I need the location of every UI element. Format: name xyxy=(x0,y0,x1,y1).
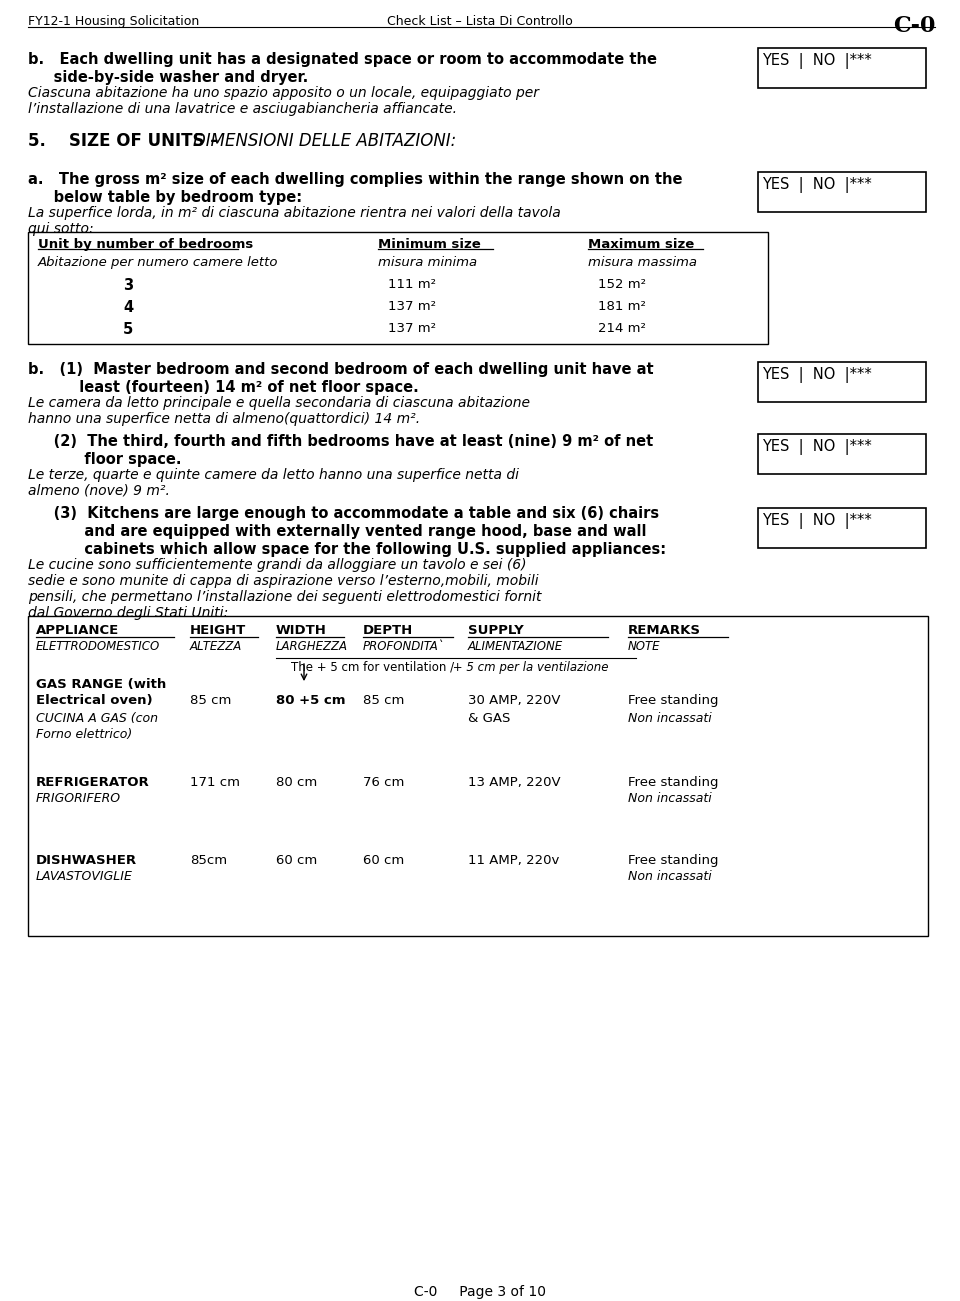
Text: YES  |  NO  |***: YES | NO |*** xyxy=(762,367,872,382)
Text: 85 cm: 85 cm xyxy=(190,693,231,706)
Text: 5.    SIZE OF UNITS –: 5. SIZE OF UNITS – xyxy=(28,131,225,150)
Text: HEIGHT: HEIGHT xyxy=(190,624,247,637)
Text: 80 +5 cm: 80 +5 cm xyxy=(276,693,346,706)
Text: Non incassati: Non incassati xyxy=(628,712,711,725)
Bar xyxy=(28,232,768,343)
Text: qui sotto:: qui sotto: xyxy=(28,222,94,235)
Text: FRIGORIFERO: FRIGORIFERO xyxy=(36,792,121,805)
Text: FY12-1 Housing Solicitation: FY12-1 Housing Solicitation xyxy=(28,16,200,29)
Text: misura minima: misura minima xyxy=(378,256,477,269)
Text: Le terze, quarte e quinte camere da letto hanno una superfice netta di: Le terze, quarte e quinte camere da lett… xyxy=(28,468,519,481)
Text: YES  |  NO  |***: YES | NO |*** xyxy=(762,438,872,455)
Text: The + 5 cm for ventilation /: The + 5 cm for ventilation / xyxy=(291,661,454,674)
Text: Check List – Lista Di Controllo: Check List – Lista Di Controllo xyxy=(387,16,573,29)
Text: 60 cm: 60 cm xyxy=(363,853,404,866)
Text: + 5 cm per la ventilazione: + 5 cm per la ventilazione xyxy=(449,661,609,674)
Bar xyxy=(758,507,926,548)
Text: YES  |  NO  |***: YES | NO |*** xyxy=(762,177,872,193)
Text: REFRIGERATOR: REFRIGERATOR xyxy=(36,775,150,788)
Text: Electrical oven): Electrical oven) xyxy=(36,693,153,706)
Text: Non incassati: Non incassati xyxy=(628,870,711,883)
Text: 30 AMP, 220V: 30 AMP, 220V xyxy=(468,693,561,706)
Text: 85 cm: 85 cm xyxy=(363,693,404,706)
Text: PROFONDITA`: PROFONDITA` xyxy=(363,640,444,653)
Text: 13 AMP, 220V: 13 AMP, 220V xyxy=(468,775,561,788)
Text: 85cm: 85cm xyxy=(190,853,228,866)
Text: 5: 5 xyxy=(123,323,133,337)
Text: 11 AMP, 220v: 11 AMP, 220v xyxy=(468,853,560,866)
Text: Unit by number of bedrooms: Unit by number of bedrooms xyxy=(38,238,253,251)
Text: & GAS: & GAS xyxy=(468,712,511,725)
Text: Free standing: Free standing xyxy=(628,693,718,706)
Text: 76 cm: 76 cm xyxy=(363,775,404,788)
Text: ELETTRODOMESTICO: ELETTRODOMESTICO xyxy=(36,640,160,653)
Text: DIMENSIONI DELLE ABITAZIONI:: DIMENSIONI DELLE ABITAZIONI: xyxy=(193,131,456,150)
Text: 152 m²: 152 m² xyxy=(598,278,646,291)
Text: Non incassati: Non incassati xyxy=(628,792,711,805)
Text: Minimum size: Minimum size xyxy=(378,238,481,251)
Text: and are equipped with externally vented range hood, base and wall: and are equipped with externally vented … xyxy=(28,524,646,539)
Text: DISHWASHER: DISHWASHER xyxy=(36,853,137,866)
Text: Abitazione per numero camere letto: Abitazione per numero camere letto xyxy=(38,256,278,269)
Bar xyxy=(758,362,926,402)
Text: Ciascuna abitazione ha uno spazio apposito o un locale, equipaggiato per: Ciascuna abitazione ha uno spazio apposi… xyxy=(28,86,539,100)
Text: a.   The gross m² size of each dwelling complies within the range shown on the: a. The gross m² size of each dwelling co… xyxy=(28,172,683,187)
Text: 181 m²: 181 m² xyxy=(598,301,646,314)
Text: DEPTH: DEPTH xyxy=(363,624,413,637)
Text: (3)  Kitchens are large enough to accommodate a table and six (6) chairs: (3) Kitchens are large enough to accommo… xyxy=(28,506,660,520)
Text: Forno elettrico): Forno elettrico) xyxy=(36,729,132,742)
Text: Le cucine sono sufficientemente grandi da alloggiare un tavolo e sei (6): Le cucine sono sufficientemente grandi d… xyxy=(28,558,526,572)
Text: misura massima: misura massima xyxy=(588,256,697,269)
Text: cabinets which allow space for the following U.S. supplied appliances:: cabinets which allow space for the follo… xyxy=(28,543,666,557)
Text: side-by-side washer and dryer.: side-by-side washer and dryer. xyxy=(28,70,308,85)
Text: Maximum size: Maximum size xyxy=(588,238,694,251)
Text: floor space.: floor space. xyxy=(28,451,181,467)
Text: dal Governo degli Stati Uniti:: dal Governo degli Stati Uniti: xyxy=(28,606,228,621)
Text: ALIMENTAZIONE: ALIMENTAZIONE xyxy=(468,640,564,653)
Text: YES  |  NO  |***: YES | NO |*** xyxy=(762,53,872,69)
Text: pensili, che permettano l’installazione dei seguenti elettrodomestici fornit: pensili, che permettano l’installazione … xyxy=(28,589,541,604)
Bar xyxy=(758,172,926,212)
Text: LAVASTOVIGLIE: LAVASTOVIGLIE xyxy=(36,870,132,883)
Text: LARGHEZZA: LARGHEZZA xyxy=(276,640,348,653)
Bar xyxy=(758,435,926,474)
Text: YES  |  NO  |***: YES | NO |*** xyxy=(762,513,872,530)
Text: almeno (nove) 9 m².: almeno (nove) 9 m². xyxy=(28,484,170,498)
Text: NOTE: NOTE xyxy=(628,640,660,653)
Text: ALTEZZA: ALTEZZA xyxy=(190,640,242,653)
Bar xyxy=(28,615,928,935)
Text: 4: 4 xyxy=(123,301,133,315)
Text: hanno una superfice netta di almeno(quattordici) 14 m².: hanno una superfice netta di almeno(quat… xyxy=(28,412,420,425)
Text: GAS RANGE (with: GAS RANGE (with xyxy=(36,678,166,691)
Text: sedie e sono munite di cappa di aspirazione verso l’esterno,mobili, mobili: sedie e sono munite di cappa di aspirazi… xyxy=(28,574,539,588)
Text: REMARKS: REMARKS xyxy=(628,624,701,637)
Text: Free standing: Free standing xyxy=(628,775,718,788)
Text: least (fourteen) 14 m² of net floor space.: least (fourteen) 14 m² of net floor spac… xyxy=(28,380,419,396)
Text: APPLIANCE: APPLIANCE xyxy=(36,624,119,637)
Text: 137 m²: 137 m² xyxy=(388,301,436,314)
Text: 171 cm: 171 cm xyxy=(190,775,240,788)
Text: SUPPLY: SUPPLY xyxy=(468,624,524,637)
Bar xyxy=(758,48,926,88)
Text: WIDTH: WIDTH xyxy=(276,624,326,637)
Text: 111 m²: 111 m² xyxy=(388,278,436,291)
Text: La superfice lorda, in m² di ciascuna abitazione rientra nei valori della tavola: La superfice lorda, in m² di ciascuna ab… xyxy=(28,206,561,220)
Text: b.   (1)  Master bedroom and second bedroom of each dwelling unit have at: b. (1) Master bedroom and second bedroom… xyxy=(28,362,654,377)
Text: 214 m²: 214 m² xyxy=(598,323,646,334)
Text: 137 m²: 137 m² xyxy=(388,323,436,334)
Text: (2)  The third, fourth and fifth bedrooms have at least (nine) 9 m² of net: (2) The third, fourth and fifth bedrooms… xyxy=(28,435,653,449)
Text: C-0     Page 3 of 10: C-0 Page 3 of 10 xyxy=(414,1285,546,1298)
Text: b.   Each dwelling unit has a designated space or room to accommodate the: b. Each dwelling unit has a designated s… xyxy=(28,52,657,66)
Text: l’installazione di una lavatrice e asciugabiancheria affiancate.: l’installazione di una lavatrice e asciu… xyxy=(28,101,457,116)
Text: Le camera da letto principale e quella secondaria di ciascuna abitazione: Le camera da letto principale e quella s… xyxy=(28,396,530,410)
Text: 3: 3 xyxy=(123,278,133,293)
Text: below table by bedroom type:: below table by bedroom type: xyxy=(28,190,302,206)
Text: Free standing: Free standing xyxy=(628,853,718,866)
Text: 80 cm: 80 cm xyxy=(276,775,317,788)
Text: CUCINA A GAS (con: CUCINA A GAS (con xyxy=(36,712,158,725)
Text: 60 cm: 60 cm xyxy=(276,853,317,866)
Text: C-0: C-0 xyxy=(893,16,935,36)
